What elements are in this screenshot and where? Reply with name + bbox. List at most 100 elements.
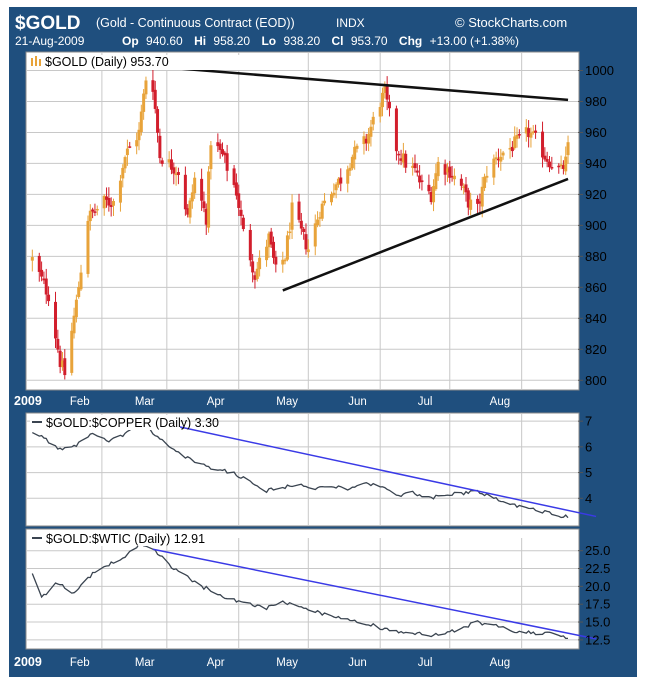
price-bar-body <box>364 138 368 144</box>
price-bar-body <box>156 109 160 133</box>
price-bar-body <box>30 257 34 261</box>
price-bar-body <box>550 167 554 169</box>
gold-trendline <box>145 64 569 102</box>
price-bar-body <box>237 193 241 208</box>
price-bar-body <box>128 146 132 148</box>
bottom-x-axis-labels: 2009 Feb Mar Apr May Jun Jul Aug <box>14 655 510 669</box>
month-label: Apr <box>207 657 225 669</box>
price-bar-body <box>190 192 194 202</box>
high-value: 958.20 <box>213 34 250 48</box>
price-bar-body <box>517 134 521 136</box>
price-bar-body <box>220 149 224 155</box>
symbol-name: (Gold - Continuous Contract (EOD)) <box>96 16 295 30</box>
y-tick-label: 12.5 <box>585 632 610 647</box>
price-bar-body <box>399 158 403 161</box>
brand-label: © StockCharts.com <box>455 15 567 30</box>
oil-ratio-trendline <box>152 548 597 640</box>
price-bar-body <box>397 153 401 156</box>
price-bar-body <box>448 166 452 178</box>
price-bar-body <box>541 131 545 158</box>
price-bar-body <box>142 93 146 112</box>
price-bar-body <box>485 175 489 178</box>
open-value: 940.60 <box>146 34 183 48</box>
price-bar-body <box>383 86 387 93</box>
price-bar-body <box>234 182 238 196</box>
price-bar-body <box>385 86 389 100</box>
y-tick-label: 22.5 <box>585 561 610 576</box>
price-bar-body <box>436 161 440 177</box>
month-label: Jul <box>418 657 433 669</box>
price-bar-body <box>543 155 547 160</box>
month-label: Mar <box>135 396 155 408</box>
price-bar-body <box>253 275 257 280</box>
price-bar-body <box>251 261 255 273</box>
price-bar-body <box>459 178 463 186</box>
price-bar-body <box>369 126 373 137</box>
price-bar-body <box>508 147 512 150</box>
price-bar-body <box>494 157 498 160</box>
price-bar-body <box>462 186 466 188</box>
gold-panel-title: $GOLD (Daily) 953.70 <box>45 55 169 69</box>
price-bar-body <box>274 256 278 265</box>
price-bar-body <box>318 217 322 219</box>
copper-ratio-series <box>32 420 597 519</box>
price-bar-body <box>37 255 41 272</box>
close-label: Cl <box>332 34 344 48</box>
y-tick-label: 940 <box>585 156 607 171</box>
price-bar-body <box>125 148 129 156</box>
price-bar-body <box>183 174 187 210</box>
price-bar-body <box>42 278 46 281</box>
y-tick-label: 5 <box>585 465 592 480</box>
price-bar-body <box>40 269 44 277</box>
price-bar-body <box>492 158 496 178</box>
legend-bar-icon <box>31 58 33 66</box>
price-bar-body <box>193 177 197 194</box>
price-bar-body <box>445 168 449 173</box>
symbol-title: $GOLD <box>15 13 80 34</box>
price-bar-body <box>70 330 74 373</box>
price-bar-body <box>77 287 81 297</box>
price-bar-body <box>401 153 405 163</box>
price-bar-body <box>218 143 222 150</box>
price-bar-body <box>339 177 343 184</box>
open-label: Op <box>122 34 139 48</box>
price-bar-body <box>350 156 354 169</box>
y-tick-label: 7 <box>585 414 592 429</box>
quote-date: 21-Aug-2009 <box>15 34 85 48</box>
price-bar-body <box>174 173 178 176</box>
price-bar-body <box>418 175 422 183</box>
price-bar-body <box>306 249 310 253</box>
price-bar-body <box>255 268 259 279</box>
oil-ratio-series <box>31 541 597 640</box>
price-bar-body <box>387 101 391 109</box>
price-bar-body <box>209 145 213 170</box>
price-bar-body <box>299 220 303 229</box>
price-bar-body <box>93 211 97 213</box>
price-bar-body <box>44 278 48 295</box>
price-bar-body <box>153 89 157 109</box>
price-bar-body <box>443 164 447 175</box>
price-bar-body <box>267 233 271 248</box>
close-value: 953.70 <box>351 34 388 48</box>
month-label: May <box>276 396 298 408</box>
price-bar-body <box>476 198 480 204</box>
change-label: Chg <box>399 34 422 48</box>
price-bar-body <box>469 199 473 210</box>
price-bar-body <box>60 360 64 368</box>
high-label: Hi <box>194 34 206 48</box>
price-bar-body <box>91 209 95 212</box>
gold-trendline <box>282 177 569 292</box>
price-bar-body <box>378 106 382 117</box>
price-bar-body <box>559 164 563 166</box>
price-bar-body <box>118 180 122 203</box>
price-bar-body <box>547 161 551 168</box>
price-bar-body <box>74 299 78 318</box>
price-bar-body <box>346 169 350 184</box>
oil-panel-title: $GOLD:$WTIC (Daily) 12.91 <box>46 532 205 546</box>
gold-y-tick-labels: 800 820 840 860 880 900 920 940 960 980 1000 <box>585 63 614 388</box>
month-label: Mar <box>135 657 155 669</box>
price-bar-body <box>336 178 340 185</box>
price-bar-body <box>561 165 565 169</box>
oil-ratio-panel <box>25 528 580 650</box>
price-bar-body <box>524 127 528 134</box>
